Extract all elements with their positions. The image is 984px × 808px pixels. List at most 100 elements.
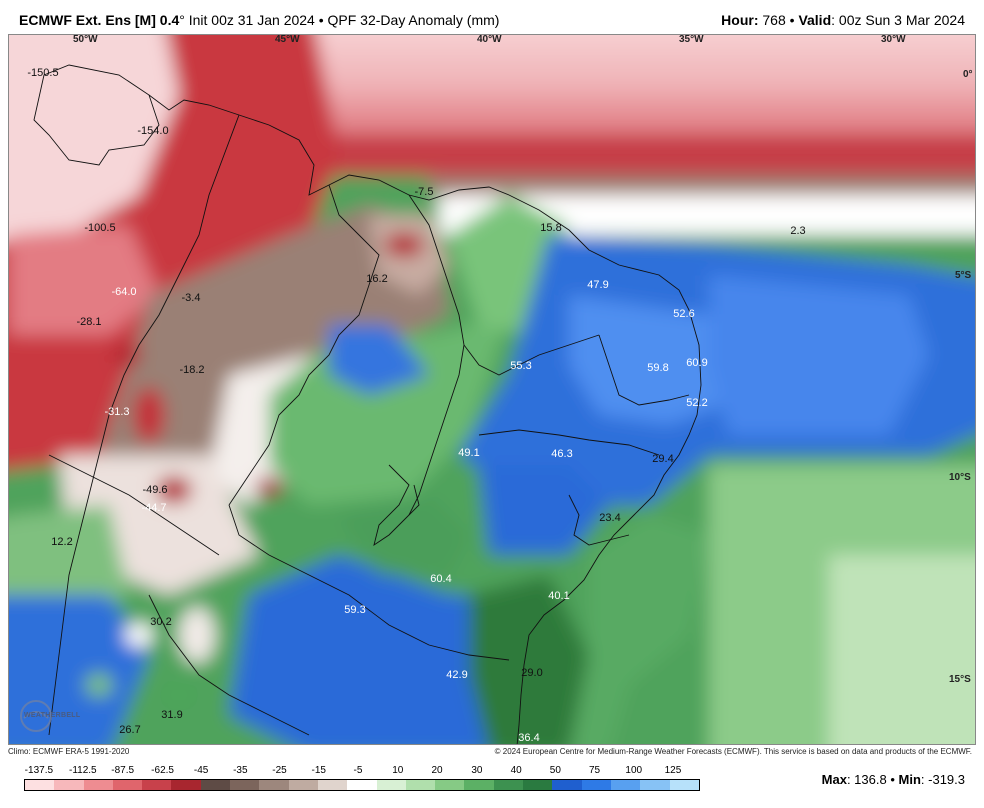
value-label: 60.9: [686, 357, 708, 369]
value-label: 36.4: [518, 732, 540, 744]
value-label: 2.3: [790, 225, 806, 237]
colorbar-swatch: [493, 780, 524, 790]
colorbar-swatch: [464, 780, 494, 790]
valid-value: : 00z Sun 3 Mar 2024: [831, 12, 965, 28]
colorbar-swatch: [317, 780, 348, 790]
value-label: -44.7: [141, 502, 167, 514]
colorbar-swatch: [669, 780, 699, 790]
colorbar-tick: 50: [549, 765, 561, 776]
colorbar-tick: 100: [625, 765, 643, 776]
colorbar-swatch: [200, 780, 231, 790]
value-label: 30.2: [150, 616, 172, 628]
value-label: -7.5: [414, 186, 434, 198]
value-label: -31.3: [104, 406, 130, 418]
lon-label-50w: 50°W: [73, 34, 98, 45]
value-label: -150.5: [27, 67, 59, 79]
hour-value: 768: [762, 12, 786, 28]
value-label: 47.9: [587, 279, 609, 291]
colorbar-tick: -15: [311, 765, 326, 776]
value-label: 52.6: [673, 308, 695, 320]
value-label: 26.7: [119, 724, 141, 736]
anomaly-map: 50°W 45°W 40°W 35°W 30°W 0° 5°S 10°S 15°…: [8, 34, 976, 745]
colorbar-swatch: [54, 780, 84, 790]
value-label: -100.5: [84, 222, 116, 234]
lat-label-0: 0°: [963, 69, 973, 80]
value-label: 23.4: [599, 512, 621, 524]
logo-text: WEATHERBELL: [24, 712, 81, 719]
colorbar-swatch: [347, 780, 377, 790]
colorbar-swatch: [288, 780, 318, 790]
colorbar-swatch: [259, 780, 289, 790]
value-label: 29.0: [521, 667, 543, 679]
colorbar-swatch: [376, 780, 406, 790]
colorbar-tick: -137.5: [24, 765, 54, 776]
map-header: ECMWF Ext. Ens [M] 0.4° Init 00z 31 Jan …: [0, 0, 984, 34]
value-label: 60.4: [430, 573, 452, 585]
lat-label-5s: 5°S: [955, 270, 972, 281]
colorbar-tick: 75: [588, 765, 601, 776]
value-label: 15.8: [540, 222, 562, 234]
colorbar-swatch: [640, 780, 670, 790]
value-label: 46.3: [551, 448, 573, 460]
lon-label-45w: 45°W: [275, 34, 300, 45]
colorbar-swatch: [523, 780, 553, 790]
weatherbell-logo: [20, 700, 52, 732]
colorbar-tick: -112.5: [68, 765, 97, 776]
lat-label-10s: 10°S: [949, 472, 971, 483]
copyright-note: © 2024 European Centre for Medium-Range …: [494, 747, 972, 756]
colorbar-tick: 10: [392, 765, 404, 776]
colorbar-tick: -25: [272, 765, 287, 776]
colorbar: [24, 779, 700, 791]
hour-label: Hour:: [721, 12, 759, 28]
value-label: 42.9: [446, 669, 468, 681]
colorbar-swatch: [112, 780, 143, 790]
value-label: 52.2: [686, 397, 708, 409]
colorbar-swatch: [610, 780, 641, 790]
lat-label-15s: 15°S: [949, 674, 971, 685]
colorbar-tick: -87.5: [111, 765, 135, 776]
max-min-stats: Max: 136.8 • Min: -319.3: [821, 772, 965, 787]
value-label: -64.0: [111, 286, 137, 298]
colorbar-swatch: [142, 780, 172, 790]
model-name: ECMWF Ext. Ens [M]: [19, 12, 156, 28]
value-label: 29.4: [652, 453, 674, 465]
climo-note: Climo: ECMWF ERA-5 1991-2020: [8, 747, 130, 756]
value-label: 49.1: [458, 447, 480, 459]
lon-label-35w: 35°W: [679, 34, 704, 45]
colorbar-tick: -45: [193, 765, 209, 776]
value-label: 12.2: [51, 536, 73, 548]
boundaries: [33, 64, 702, 744]
colorbar-swatch: [581, 780, 611, 790]
value-label: -3.4: [181, 292, 201, 304]
colorbar-tick: -62.5: [151, 765, 174, 776]
value-label: 40.1: [548, 590, 570, 602]
model-resolution: 0.4: [159, 12, 180, 28]
colorbar-tick: 125: [664, 765, 682, 776]
max-value: : 136.8: [846, 772, 887, 787]
value-label: -18.2: [179, 364, 205, 376]
lon-label-40w: 40°W: [477, 34, 502, 45]
value-label: -28.1: [76, 316, 102, 328]
value-label: 59.3: [344, 604, 366, 616]
value-label: -154.0: [137, 125, 169, 137]
colorbar-tick: 20: [431, 765, 443, 776]
colorbar-labels: -137.5 -112.5 -87.5 -62.5 -45 -35 -25 -1…: [24, 765, 700, 777]
colorbar-tick: 40: [510, 765, 522, 776]
valid-time: Hour: 768 • Valid: 00z Sun 3 Mar 2024: [721, 12, 965, 28]
value-label: 59.8: [647, 362, 669, 374]
value-label: -49.6: [142, 484, 168, 496]
colorbar-swatch: [171, 780, 201, 790]
value-label: 31.9: [161, 709, 183, 721]
value-label: 55.3: [510, 360, 532, 372]
valid-label: Valid: [798, 12, 832, 28]
colorbar-swatch: [552, 780, 582, 790]
map-field: [9, 35, 975, 744]
init-and-product: ° Init 00z 31 Jan 2024 • QPF 32-Day Anom…: [179, 12, 500, 28]
colorbar-swatch: [435, 780, 465, 790]
colorbar-swatch: [230, 780, 260, 790]
map-title: ECMWF Ext. Ens [M] 0.4° Init 00z 31 Jan …: [19, 12, 499, 28]
colorbar-tick: 30: [471, 765, 483, 776]
colorbar-tick: -35: [233, 765, 248, 776]
colorbar-swatch: [25, 780, 55, 790]
min-label: Min: [898, 772, 921, 787]
